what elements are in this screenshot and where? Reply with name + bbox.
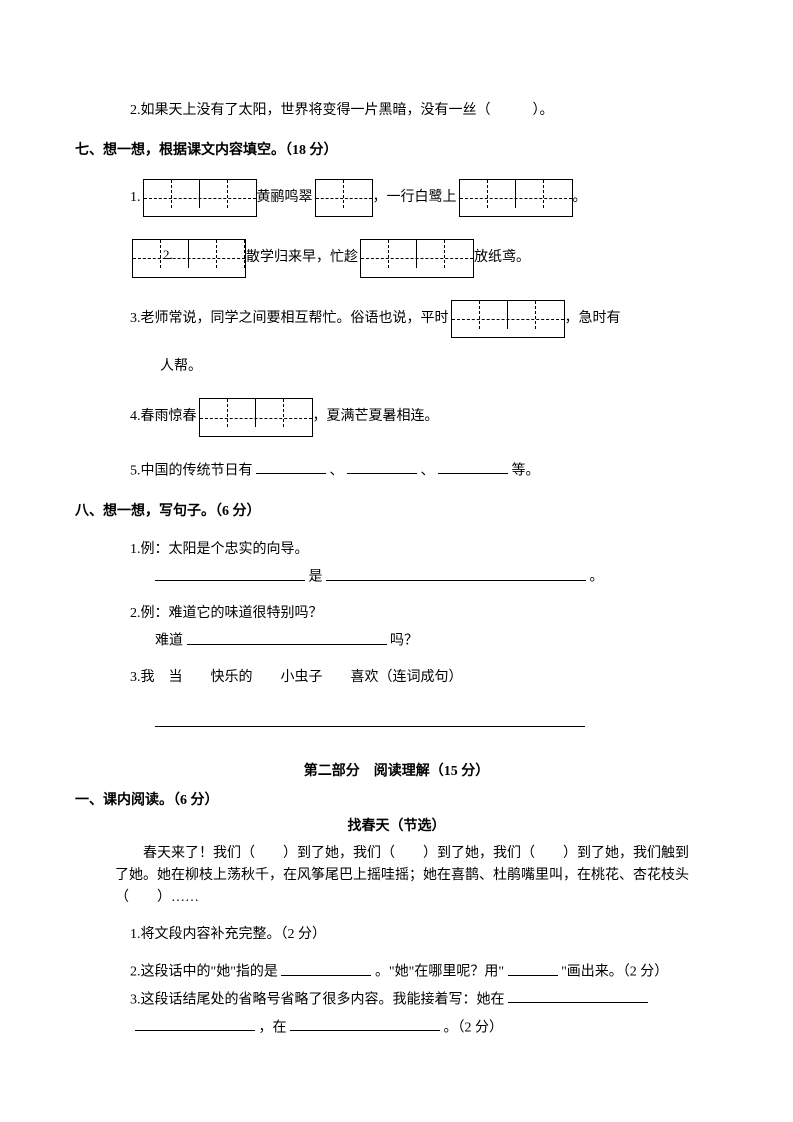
blank-grid[interactable] (199, 398, 313, 436)
part2-s1-title: 一、课内阅读。（6 分） (75, 790, 718, 812)
text: 难道 (155, 634, 183, 649)
text: 等。 (512, 463, 540, 478)
blank-line[interactable] (281, 960, 371, 975)
sep: 、 (330, 463, 344, 478)
text: 2.这段话中的"她"指的是 (130, 965, 278, 980)
blank-grid[interactable] (360, 239, 474, 277)
text: 。（2 分） (444, 1020, 504, 1035)
text: 。 (573, 187, 587, 209)
blank-line[interactable] (290, 1016, 440, 1031)
text: 吗？ (390, 634, 418, 649)
blank-grid[interactable] (143, 179, 257, 217)
text: 3.这段话结尾处的省略号省略了很多内容。我能接着写：她在 (130, 992, 505, 1007)
text: ，急时有 (565, 308, 621, 330)
blank-grid[interactable] (451, 300, 565, 338)
p2-q3-line2: ，在 。（2 分） (75, 1016, 718, 1040)
p2-q3-line1: 3.这段话结尾处的省略号省略了很多内容。我能接着写：她在 (75, 988, 718, 1012)
blank-line[interactable] (187, 629, 387, 644)
passage-title: 找春天（节选） (75, 816, 718, 838)
s8-q3a: 3.我 当 快乐的 小虫子 喜欢（连词成句） (75, 667, 718, 689)
blank-line[interactable] (155, 565, 305, 580)
text: 。 (590, 570, 604, 585)
blank-line[interactable] (438, 459, 508, 474)
s8-q2a: 2.例：难道它的味道很特别吗？ (75, 603, 718, 625)
blank-line[interactable] (256, 459, 326, 474)
s7-q1: 1. 黄鹂鸣翠 ，一行白鹭上 。 (75, 179, 718, 217)
section-7-title: 七、想一想，根据课文内容填空。（18 分） (75, 140, 718, 162)
section-8-title: 八、想一想，写句子。（6 分） (75, 501, 718, 523)
p2-q2: 2.这段话中的"她"指的是 。"她"在哪里呢？用" "画出来。（2 分） (75, 960, 718, 984)
text: 5.中国的传统节日有 (130, 463, 253, 478)
s8-q1b: 是 。 (75, 565, 718, 589)
blank-line[interactable] (155, 712, 585, 727)
text: ，在 (259, 1020, 287, 1035)
blank-grid[interactable] (459, 179, 573, 217)
s7-q5: 5.中国的传统节日有 、 、 等。 (75, 459, 718, 483)
text: 放纸鸢。 (474, 247, 530, 269)
num: 1. (130, 187, 141, 209)
blank-line[interactable] (508, 960, 558, 975)
text: ，一行白鹭上 (373, 187, 457, 209)
text: ，夏满芒夏暑相连。 (313, 406, 439, 428)
s8-q2b: 难道 吗？ (75, 629, 718, 653)
s8-q3-blank (75, 712, 718, 736)
part2-header: 第二部分 阅读理解（15 分） (75, 761, 718, 783)
q-6-2: 2.如果天上没有了太阳，世界将变得一片黑暗，没有一丝（ ）。 (75, 100, 718, 122)
text: 黄鹂鸣翠 (257, 187, 313, 209)
text: 是 (309, 570, 323, 585)
s8-q1a: 1.例：太阳是个忠实的向导。 (75, 539, 718, 561)
blank-grid[interactable] (315, 179, 373, 217)
text: 4.春雨惊春 (130, 406, 197, 428)
blank-grid[interactable]: 2. (132, 239, 246, 277)
passage: 春天来了！我们（ ）到了她，我们（ ）到了她，我们（ ）到了她，我们触到了她。她… (75, 843, 718, 910)
s7-q2: 2. 散学归来早，忙趁 放纸鸢。 (75, 239, 718, 277)
text: 3.老师常说，同学之间要相互帮忙。俗语也说，平时 (130, 308, 449, 330)
blank-line[interactable] (347, 459, 417, 474)
text: 人帮。 (160, 359, 202, 374)
blank-line[interactable] (135, 1016, 255, 1031)
text: "画出来。（2 分） (561, 965, 668, 980)
passage-text: 春天来了！我们（ ）到了她，我们（ ）到了她，我们（ ）到了她，我们触到了她。她… (115, 843, 698, 910)
blank-line[interactable] (508, 988, 648, 1003)
text: 2.如果天上没有了太阳，世界将变得一片黑暗，没有一丝（ ）。 (130, 103, 554, 118)
text: 散学归来早，忙趁 (246, 247, 358, 269)
s7-q3-line1: 3.老师常说，同学之间要相互帮忙。俗语也说，平时 ，急时有 (75, 300, 718, 338)
text: 。"她"在哪里呢？用" (375, 965, 504, 980)
s7-q4: 4.春雨惊春 ，夏满芒夏暑相连。 (75, 398, 718, 436)
blank-line[interactable] (326, 565, 586, 580)
p2-q1: 1.将文段内容补充完整。（2 分） (75, 924, 718, 946)
s7-q3-line2: 人帮。 (75, 356, 718, 378)
sep: 、 (421, 463, 435, 478)
